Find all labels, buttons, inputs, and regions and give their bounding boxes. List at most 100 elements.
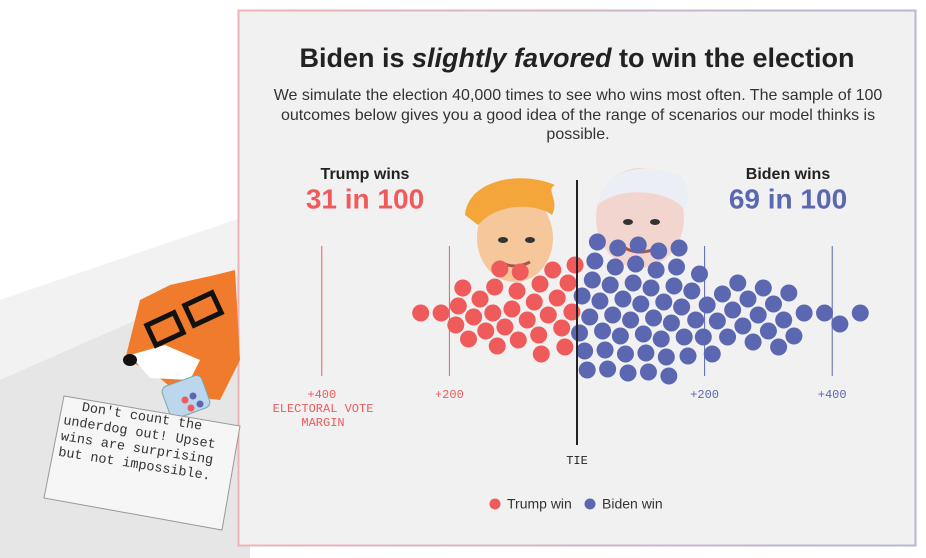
- legend-swatch: [489, 498, 501, 510]
- dot: [412, 304, 430, 322]
- dot: [447, 316, 465, 334]
- dot: [632, 295, 650, 313]
- dot: [851, 304, 869, 322]
- dot: [665, 277, 683, 295]
- dot: [639, 363, 657, 381]
- dot: [604, 306, 622, 324]
- dot: [525, 293, 543, 311]
- x-tick-label: +400: [307, 388, 336, 402]
- dot: [576, 342, 594, 360]
- dot: [831, 315, 849, 333]
- dot: [571, 324, 589, 342]
- dot: [606, 258, 624, 276]
- dot: [775, 311, 793, 329]
- right-heading: Biden wins: [746, 166, 831, 183]
- tie-label: TIE: [566, 454, 588, 468]
- dot: [581, 308, 599, 326]
- dot: [734, 317, 752, 335]
- dot: [629, 236, 647, 254]
- dot: [719, 328, 737, 346]
- dot: [785, 327, 803, 345]
- dot: [724, 301, 742, 319]
- dot: [668, 258, 686, 276]
- dot: [511, 263, 529, 281]
- dot: [642, 279, 660, 297]
- dot: [544, 261, 562, 279]
- dot: [496, 318, 514, 336]
- right-count: 69 in 100: [729, 183, 847, 214]
- dot: [531, 275, 549, 293]
- dot: [713, 285, 731, 303]
- dot: [559, 274, 577, 292]
- dot: [660, 367, 678, 385]
- dot: [488, 337, 506, 355]
- dot: [484, 304, 502, 322]
- dot: [694, 328, 712, 346]
- dot: [594, 322, 612, 340]
- dot: [683, 282, 701, 300]
- dot: [679, 347, 697, 365]
- dot: [754, 279, 772, 297]
- subtitle: We simulate the election 40,000 times to…: [273, 87, 883, 143]
- dot: [770, 338, 788, 356]
- dot: [599, 360, 617, 378]
- dot: [471, 290, 489, 308]
- dot: [645, 309, 663, 327]
- dot: [759, 322, 777, 340]
- legend-label: Biden win: [602, 496, 663, 512]
- dot: [765, 295, 783, 313]
- dot: [675, 328, 693, 346]
- dot: [586, 252, 604, 270]
- dot: [616, 345, 634, 363]
- left-heading: Trump wins: [321, 166, 410, 183]
- dot: [460, 330, 478, 348]
- dot: [601, 276, 619, 294]
- dot: [614, 290, 632, 308]
- dot: [609, 239, 627, 257]
- dot: [655, 293, 673, 311]
- dot: [647, 261, 665, 279]
- dot: [596, 341, 614, 359]
- dot: [553, 319, 571, 337]
- dot: [532, 345, 550, 363]
- x-tick-label: +400: [818, 388, 847, 402]
- dot: [556, 338, 574, 356]
- dot: [662, 314, 680, 332]
- dot: [619, 364, 637, 382]
- dot: [739, 290, 757, 308]
- dot: [687, 311, 705, 329]
- dot: [673, 298, 691, 316]
- dot: [749, 306, 767, 324]
- dot: [657, 348, 675, 366]
- left-count: 31 in 100: [306, 183, 424, 214]
- title-part: Biden is: [299, 43, 412, 73]
- dot: [591, 292, 609, 310]
- chart-title: Biden is slightly favored to win the ele…: [299, 43, 854, 73]
- dot: [703, 345, 721, 363]
- dot: [432, 304, 450, 322]
- dot: [583, 271, 601, 289]
- dot: [477, 322, 495, 340]
- legend-label: Trump win: [507, 496, 572, 512]
- dot: [518, 311, 536, 329]
- dot: [503, 300, 521, 318]
- dot: [780, 284, 798, 302]
- dot: [708, 312, 726, 330]
- dot: [449, 297, 467, 315]
- dot: [588, 233, 606, 251]
- dot: [744, 333, 762, 351]
- title-part: to win the election: [612, 43, 855, 73]
- dot: [611, 327, 629, 345]
- dot: [652, 330, 670, 348]
- dot: [454, 279, 472, 297]
- dot: [670, 239, 688, 257]
- dot: [795, 304, 813, 322]
- plot: +400 +200 +200 +400 TIE Trump win Biden win: [307, 180, 869, 512]
- dot: [729, 274, 747, 292]
- dot: [566, 256, 584, 274]
- background-shape: [0, 215, 250, 380]
- dot: [650, 242, 668, 260]
- dot: [627, 255, 645, 273]
